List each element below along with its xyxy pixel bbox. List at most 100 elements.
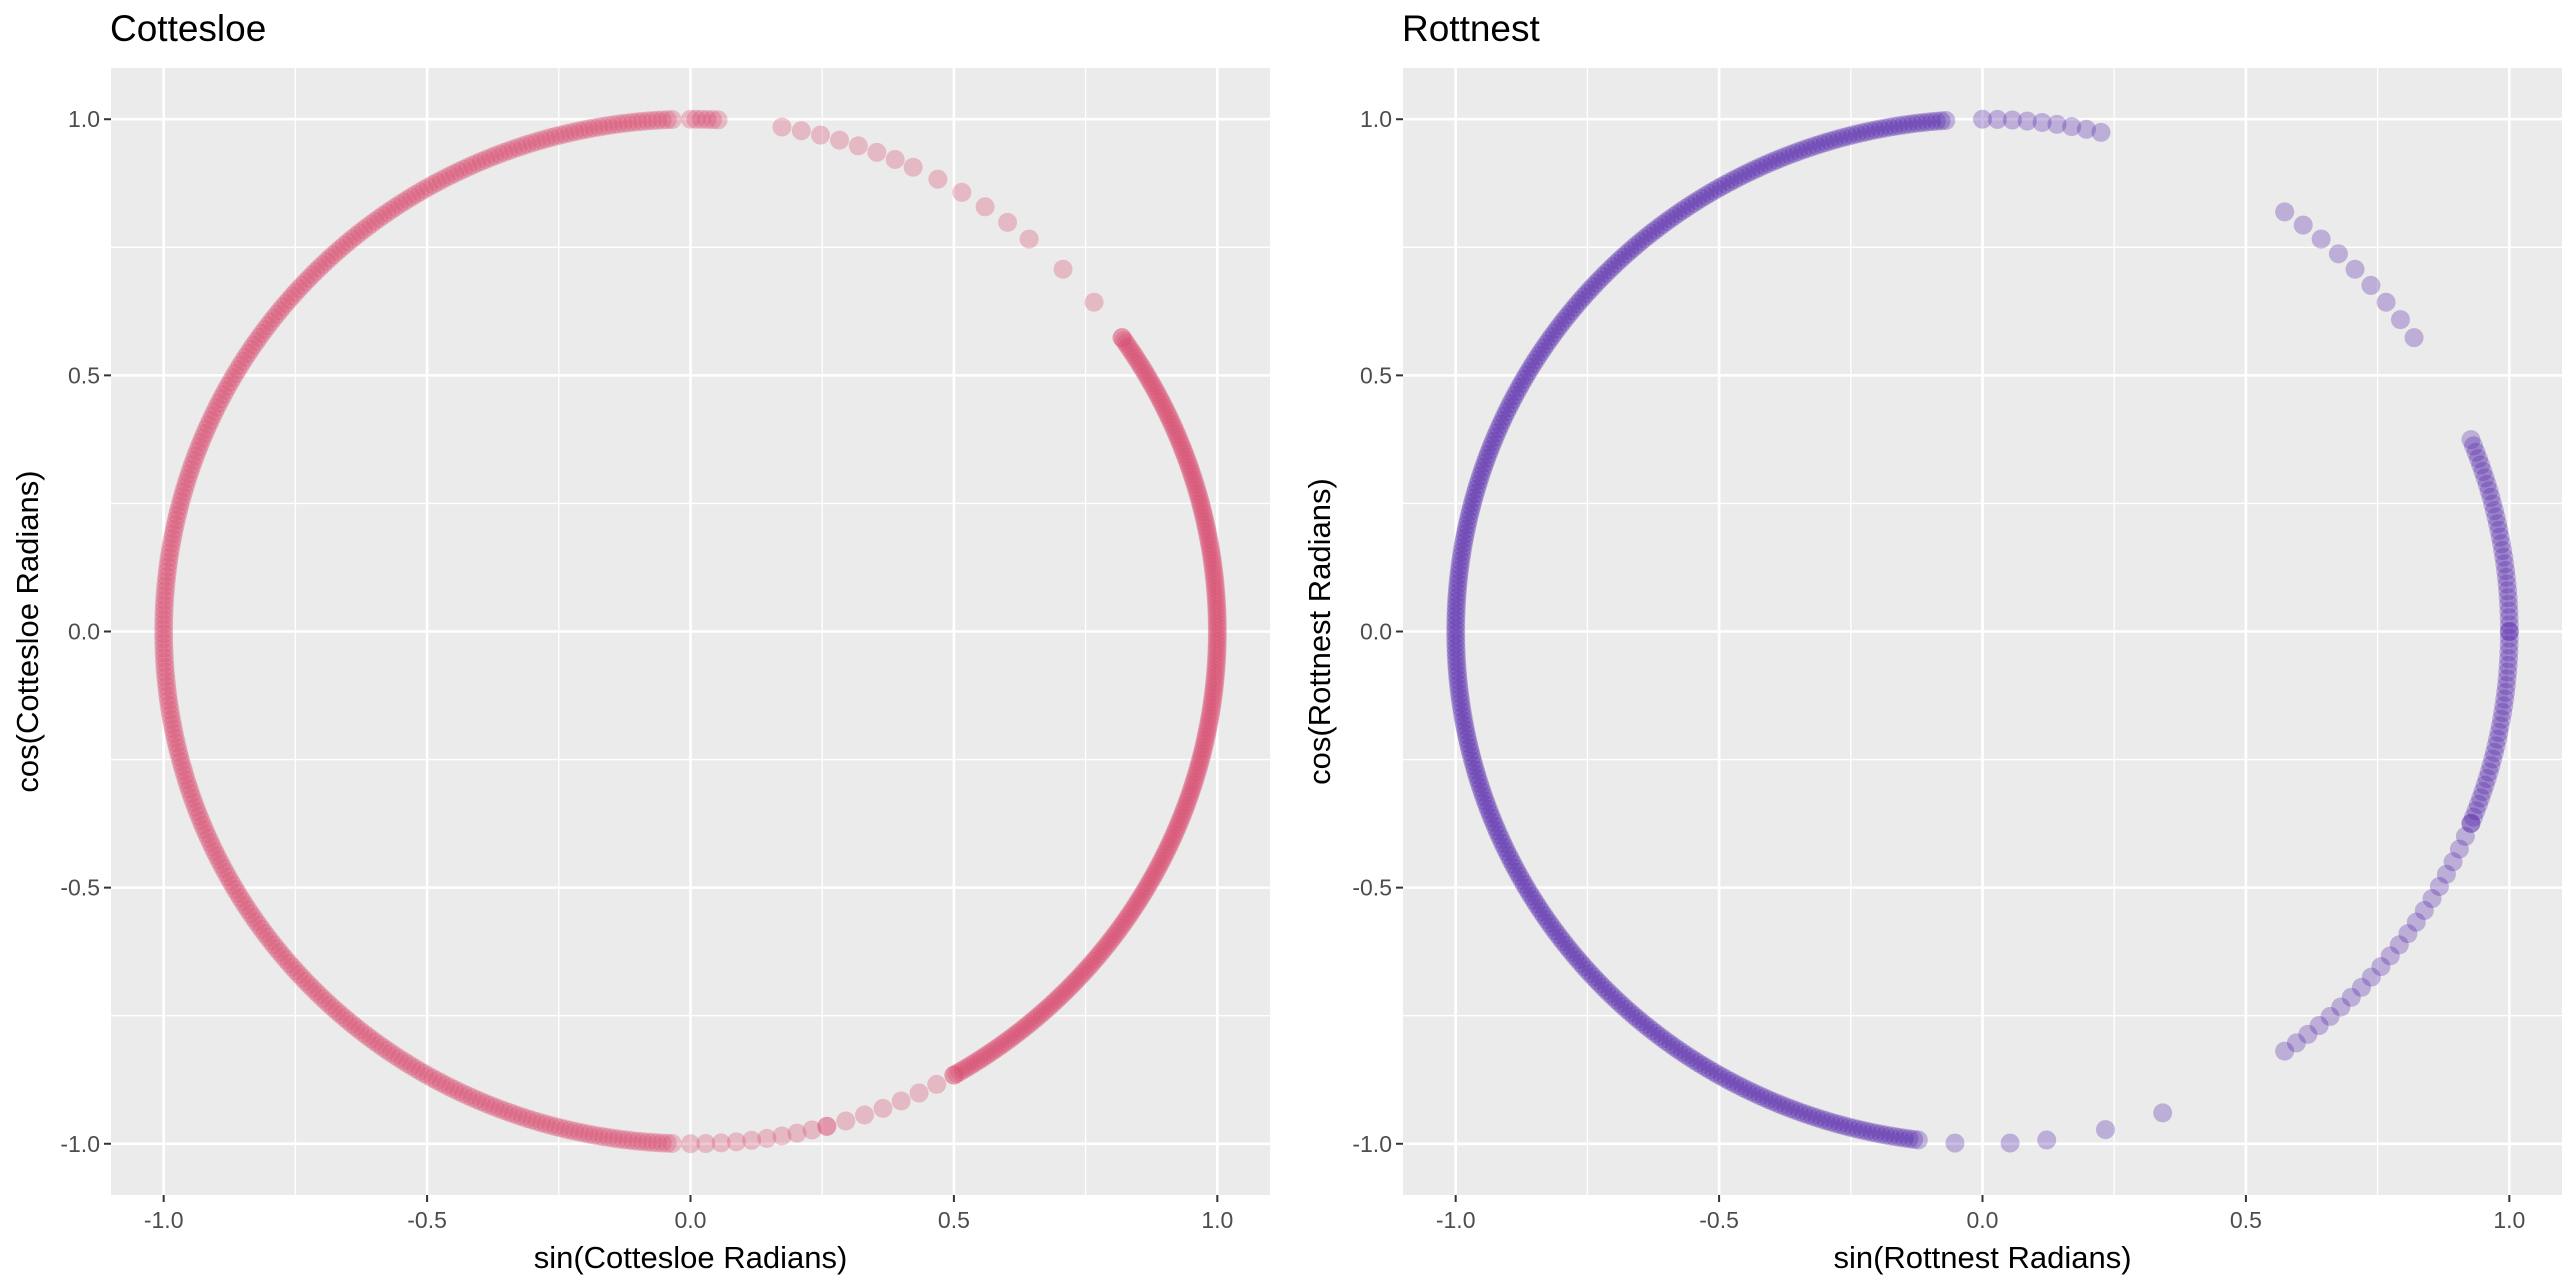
data-point <box>154 638 174 658</box>
data-point <box>1679 196 1699 216</box>
data-point <box>176 473 196 493</box>
data-point <box>302 265 322 285</box>
data-point <box>1754 1088 1774 1108</box>
data-point <box>1116 909 1136 929</box>
data-point <box>531 1113 551 1133</box>
data-point <box>1536 334 1556 354</box>
data-point <box>1562 943 1582 963</box>
data-point <box>1529 346 1549 366</box>
data-point <box>1642 1020 1662 1040</box>
data-point <box>1617 1000 1637 1020</box>
data-point <box>1776 1097 1796 1117</box>
data-point <box>1449 560 1469 580</box>
data-point <box>1206 660 1226 680</box>
data-point <box>1531 342 1551 362</box>
data-point <box>1207 650 1227 670</box>
data-point <box>1201 540 1221 560</box>
data-point <box>1497 842 1517 862</box>
data-point <box>1132 357 1152 377</box>
data-point <box>1514 369 1534 389</box>
data-point <box>1512 870 1532 890</box>
data-point <box>1475 453 1495 473</box>
data-point <box>2496 567 2516 587</box>
data-point <box>184 450 204 470</box>
data-point <box>1207 611 1227 631</box>
data-point <box>1138 876 1158 896</box>
data-point <box>1156 401 1176 421</box>
data-point <box>193 815 213 835</box>
data-point <box>160 700 180 720</box>
data-point <box>179 464 199 484</box>
data-point <box>1457 515 1477 535</box>
data-point <box>1128 891 1148 911</box>
data-point <box>1635 1015 1655 1035</box>
data-point <box>2475 468 2495 488</box>
data-point <box>1550 928 1570 948</box>
x-tick-label: -1.0 <box>144 1207 184 1233</box>
data-point <box>836 1111 856 1131</box>
data-point <box>157 562 177 582</box>
data-point <box>159 695 179 715</box>
data-point <box>1173 441 1193 461</box>
data-point <box>1620 1003 1640 1023</box>
data-point <box>2490 716 2510 736</box>
data-point <box>2000 1133 2020 1153</box>
data-point <box>289 279 309 299</box>
data-point <box>647 110 667 130</box>
data-point <box>1464 488 1484 508</box>
data-point <box>236 347 256 367</box>
data-point <box>166 733 186 753</box>
data-point <box>1603 987 1623 1007</box>
data-point <box>480 1095 500 1115</box>
data-point <box>205 841 225 861</box>
data-point <box>1750 1086 1770 1106</box>
y-tick-label: -0.5 <box>1352 875 1392 901</box>
data-point <box>154 633 174 653</box>
data-point <box>1168 427 1188 447</box>
data-point <box>2494 547 2514 567</box>
data-point <box>1749 157 1769 177</box>
data-point <box>159 691 179 711</box>
data-point <box>1206 593 1226 613</box>
data-point <box>1452 542 1472 562</box>
data-point <box>1606 253 1626 273</box>
data-point <box>1165 822 1185 842</box>
data-point <box>1610 993 1630 1013</box>
data-point <box>1205 579 1225 599</box>
data-point <box>406 184 426 204</box>
data-point <box>2275 202 2295 222</box>
data-point <box>320 248 340 268</box>
x-tick-label: -0.5 <box>1699 1207 1739 1233</box>
data-point <box>406 1059 426 1079</box>
data-point <box>1821 1112 1841 1132</box>
data-point <box>657 1133 677 1153</box>
data-point <box>2473 782 2493 802</box>
data-point <box>1616 244 1636 264</box>
data-point <box>1871 1124 1891 1144</box>
data-point <box>1007 1023 1027 1043</box>
data-point <box>1046 991 1066 1011</box>
data-point <box>335 235 355 255</box>
data-point <box>162 710 182 730</box>
data-point <box>1638 1018 1658 1038</box>
data-point <box>1114 331 1134 351</box>
data-point <box>205 402 225 422</box>
data-point <box>1155 845 1175 865</box>
data-point <box>1207 604 1227 624</box>
data-point <box>1184 772 1204 792</box>
data-point <box>174 761 194 781</box>
data-point <box>975 1046 995 1066</box>
data-point <box>207 397 227 417</box>
data-point <box>2466 442 2486 462</box>
data-point <box>1676 1045 1696 1065</box>
data-point <box>517 1109 537 1129</box>
data-point <box>1449 565 1469 585</box>
data-point <box>1483 431 1503 451</box>
data-point <box>2494 696 2514 716</box>
data-point <box>1468 475 1488 495</box>
data-point <box>436 168 456 188</box>
data-point <box>1487 423 1507 443</box>
data-point <box>981 1042 1001 1062</box>
data-point <box>1054 983 1074 1003</box>
data-point <box>1838 126 1858 146</box>
